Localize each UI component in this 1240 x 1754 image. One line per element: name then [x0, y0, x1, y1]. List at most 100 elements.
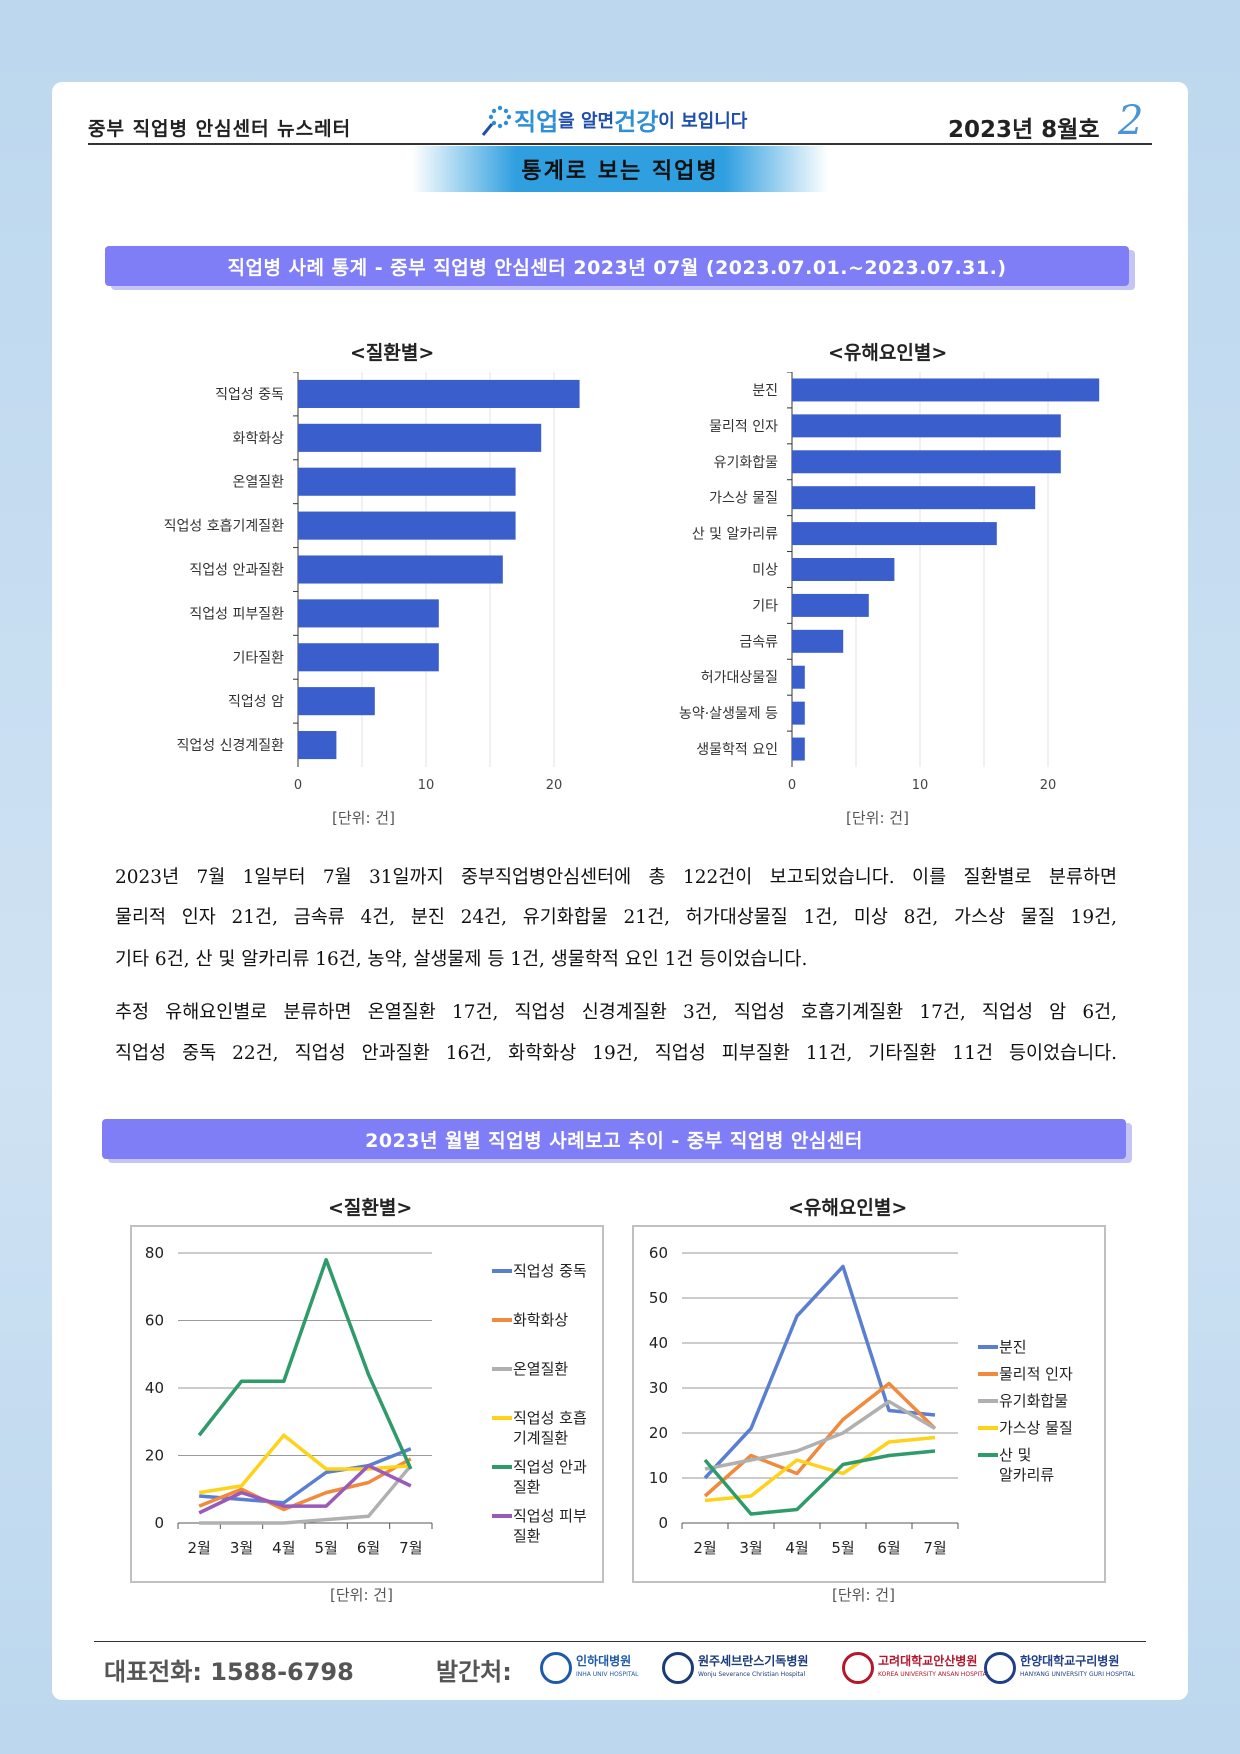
- line-series: [198, 1457, 412, 1512]
- bar-category-label: 기타질환: [232, 650, 284, 666]
- publisher-logo: 인하대병원 INHA UNIV HOSPITAL: [540, 1650, 660, 1686]
- bar-chart-disease-title: <질환별>: [350, 342, 435, 364]
- line-series: [199, 1464, 413, 1525]
- bar-category-label: 가스상 물질: [709, 491, 778, 507]
- line-x-tick-label: 3월: [739, 1539, 762, 1557]
- bar: [298, 379, 580, 408]
- line-y-tick-label: 20: [145, 1447, 164, 1465]
- legend-label: 직업성 안과 질환: [513, 1458, 587, 1496]
- line-y-tick-label: 50: [649, 1289, 668, 1307]
- line-y-tick-label: 40: [145, 1379, 164, 1397]
- legend-label: 온열질환: [513, 1360, 568, 1378]
- bar: [298, 467, 516, 496]
- bar-category-label: 직업성 중독: [215, 387, 284, 403]
- bar: [298, 511, 516, 540]
- bar: [298, 423, 542, 452]
- bar-category-label: 물리적 인자: [709, 419, 778, 435]
- bar: [792, 665, 805, 689]
- bar-tick-label: 20: [546, 778, 563, 793]
- bar-category-label: 직업성 안과질환: [189, 563, 284, 579]
- paragraph-1-line-2: 물리적 인자 21건, 금속류 4건, 분진 24건, 유기화합물 21건, 허…: [115, 907, 1117, 928]
- legend-label: 물리적 인자: [999, 1365, 1073, 1383]
- line-x-tick-label: 6월: [357, 1539, 380, 1557]
- line-x-tick-label: 7월: [923, 1539, 946, 1557]
- legend-label: 직업성 피부 질환: [513, 1507, 587, 1545]
- bar-category-label: 산 및 알카리류: [692, 527, 778, 543]
- line-x-tick-label: 4월: [785, 1539, 808, 1557]
- legend-label: 직업성 호흡 기계질환: [513, 1409, 587, 1447]
- line-x-tick-label: 4월: [272, 1539, 295, 1557]
- line-series: [198, 1433, 411, 1495]
- line-series: [703, 1264, 936, 1480]
- hospital-english-name: Wonju Severance Christian Hospital: [698, 1671, 806, 1678]
- slogan-word-job: 직업: [514, 108, 559, 136]
- bar: [792, 450, 1061, 474]
- bar: [792, 629, 844, 653]
- hospital-english-name: KOREA UNIVERSITY ANSAN HOSPITAL: [878, 1671, 990, 1678]
- line-x-tick-label: 5월: [314, 1539, 337, 1557]
- hospital-seal-icon: [540, 1652, 572, 1684]
- bar: [792, 701, 805, 725]
- paragraph-2-line-1: 추정 유해요인별로 분류하면 온열질환 17건, 직업성 신경계질환 3건, 직…: [115, 1002, 1117, 1023]
- line-series: [704, 1399, 936, 1471]
- bar: [792, 522, 997, 546]
- hospital-name: 인하대병원: [576, 1654, 632, 1668]
- legend-label: 화학화상: [513, 1311, 568, 1329]
- slogan-text-2: 이 보입니다: [658, 110, 748, 132]
- line-y-tick-label: 0: [154, 1514, 164, 1532]
- bar-category-label: 금속류: [739, 634, 778, 650]
- legend-label: 분진: [999, 1338, 1027, 1356]
- line-y-tick-label: 0: [658, 1514, 668, 1532]
- magnifier-logo-icon: [481, 105, 512, 136]
- bar-category-label: 기타: [752, 598, 778, 614]
- bar-tick-label: 20: [1040, 778, 1057, 793]
- bar-chart-factor-title: <유해요인별>: [828, 342, 948, 364]
- line-series: [199, 1447, 412, 1505]
- bar-tick-label: 0: [294, 778, 302, 793]
- legend-label: 유기화합물: [999, 1392, 1068, 1410]
- line-y-tick-label: 40: [649, 1334, 668, 1352]
- line-chart-factor-unit: [단위: 건]: [832, 1586, 895, 1604]
- legend-label: 직업성 중독: [513, 1262, 587, 1280]
- slogan: 직업 을 알면 건강 이 보입니다: [480, 102, 747, 137]
- line-chart-disease-unit: [단위: 건]: [330, 1586, 393, 1604]
- line-x-tick-label: 2월: [693, 1539, 716, 1557]
- line-y-tick-label: 60: [649, 1244, 668, 1262]
- bar: [298, 687, 375, 716]
- legend-label: 가스상 물질: [999, 1419, 1073, 1437]
- hospital-name: 고려대학교안산병원: [878, 1654, 978, 1668]
- slogan-word-health: 건강: [614, 108, 659, 136]
- bar-category-label: 생물학적 요인: [696, 742, 778, 758]
- paragraph-1-line-1: 2023년 7월 1일부터 7월 31일까지 중부직업병안심센터에 총 122건…: [115, 867, 1117, 888]
- slogan-text-1: 을 알면: [558, 110, 615, 132]
- hospital-seal-icon: [984, 1652, 1016, 1684]
- line-chart-factor-title: <유해요인별>: [788, 1197, 908, 1219]
- bar: [298, 599, 439, 628]
- publisher-logo: 고려대학교안산병원 KOREA UNIVERSITY ANSAN HOSPITAL: [842, 1650, 990, 1686]
- bar: [298, 643, 439, 672]
- footer-divider: [94, 1641, 1146, 1642]
- bar: [792, 737, 805, 761]
- line-chart-disease-title: <질환별>: [328, 1197, 413, 1219]
- page-number: 2: [1118, 98, 1144, 144]
- bar-category-label: 화학화상: [232, 431, 284, 447]
- line-series: [704, 1435, 936, 1503]
- monthly-stats-banner: 직업병 사례 통계 - 중부 직업병 안심센터 2023년 07월 (2023.…: [105, 246, 1129, 286]
- issue-label: 2023년 8월호: [948, 117, 1100, 143]
- bar-category-label: 분진: [752, 383, 778, 399]
- bar: [792, 486, 1036, 510]
- bar: [792, 414, 1061, 438]
- line-y-tick-label: 20: [649, 1424, 668, 1442]
- hospital-english-name: HANYANG UNIVERSITY GURI HOSPITAL: [1020, 1671, 1135, 1678]
- line-y-tick-label: 10: [649, 1469, 668, 1487]
- hospital-name: 원주세브란스기독병원: [698, 1654, 809, 1668]
- bar-category-label: 온열질환: [232, 475, 284, 491]
- bar-tick-label: 0: [788, 778, 796, 793]
- phone-number: 대표전화: 1588-6798: [104, 1658, 354, 1686]
- hospital-name: 한양대학교구리병원: [1020, 1654, 1120, 1668]
- publisher-logo: 원주세브란스기독병원 Wonju Severance Christian Hosp…: [662, 1650, 840, 1686]
- bar-category-label: 미상: [752, 563, 778, 579]
- line-y-tick-label: 60: [145, 1312, 164, 1330]
